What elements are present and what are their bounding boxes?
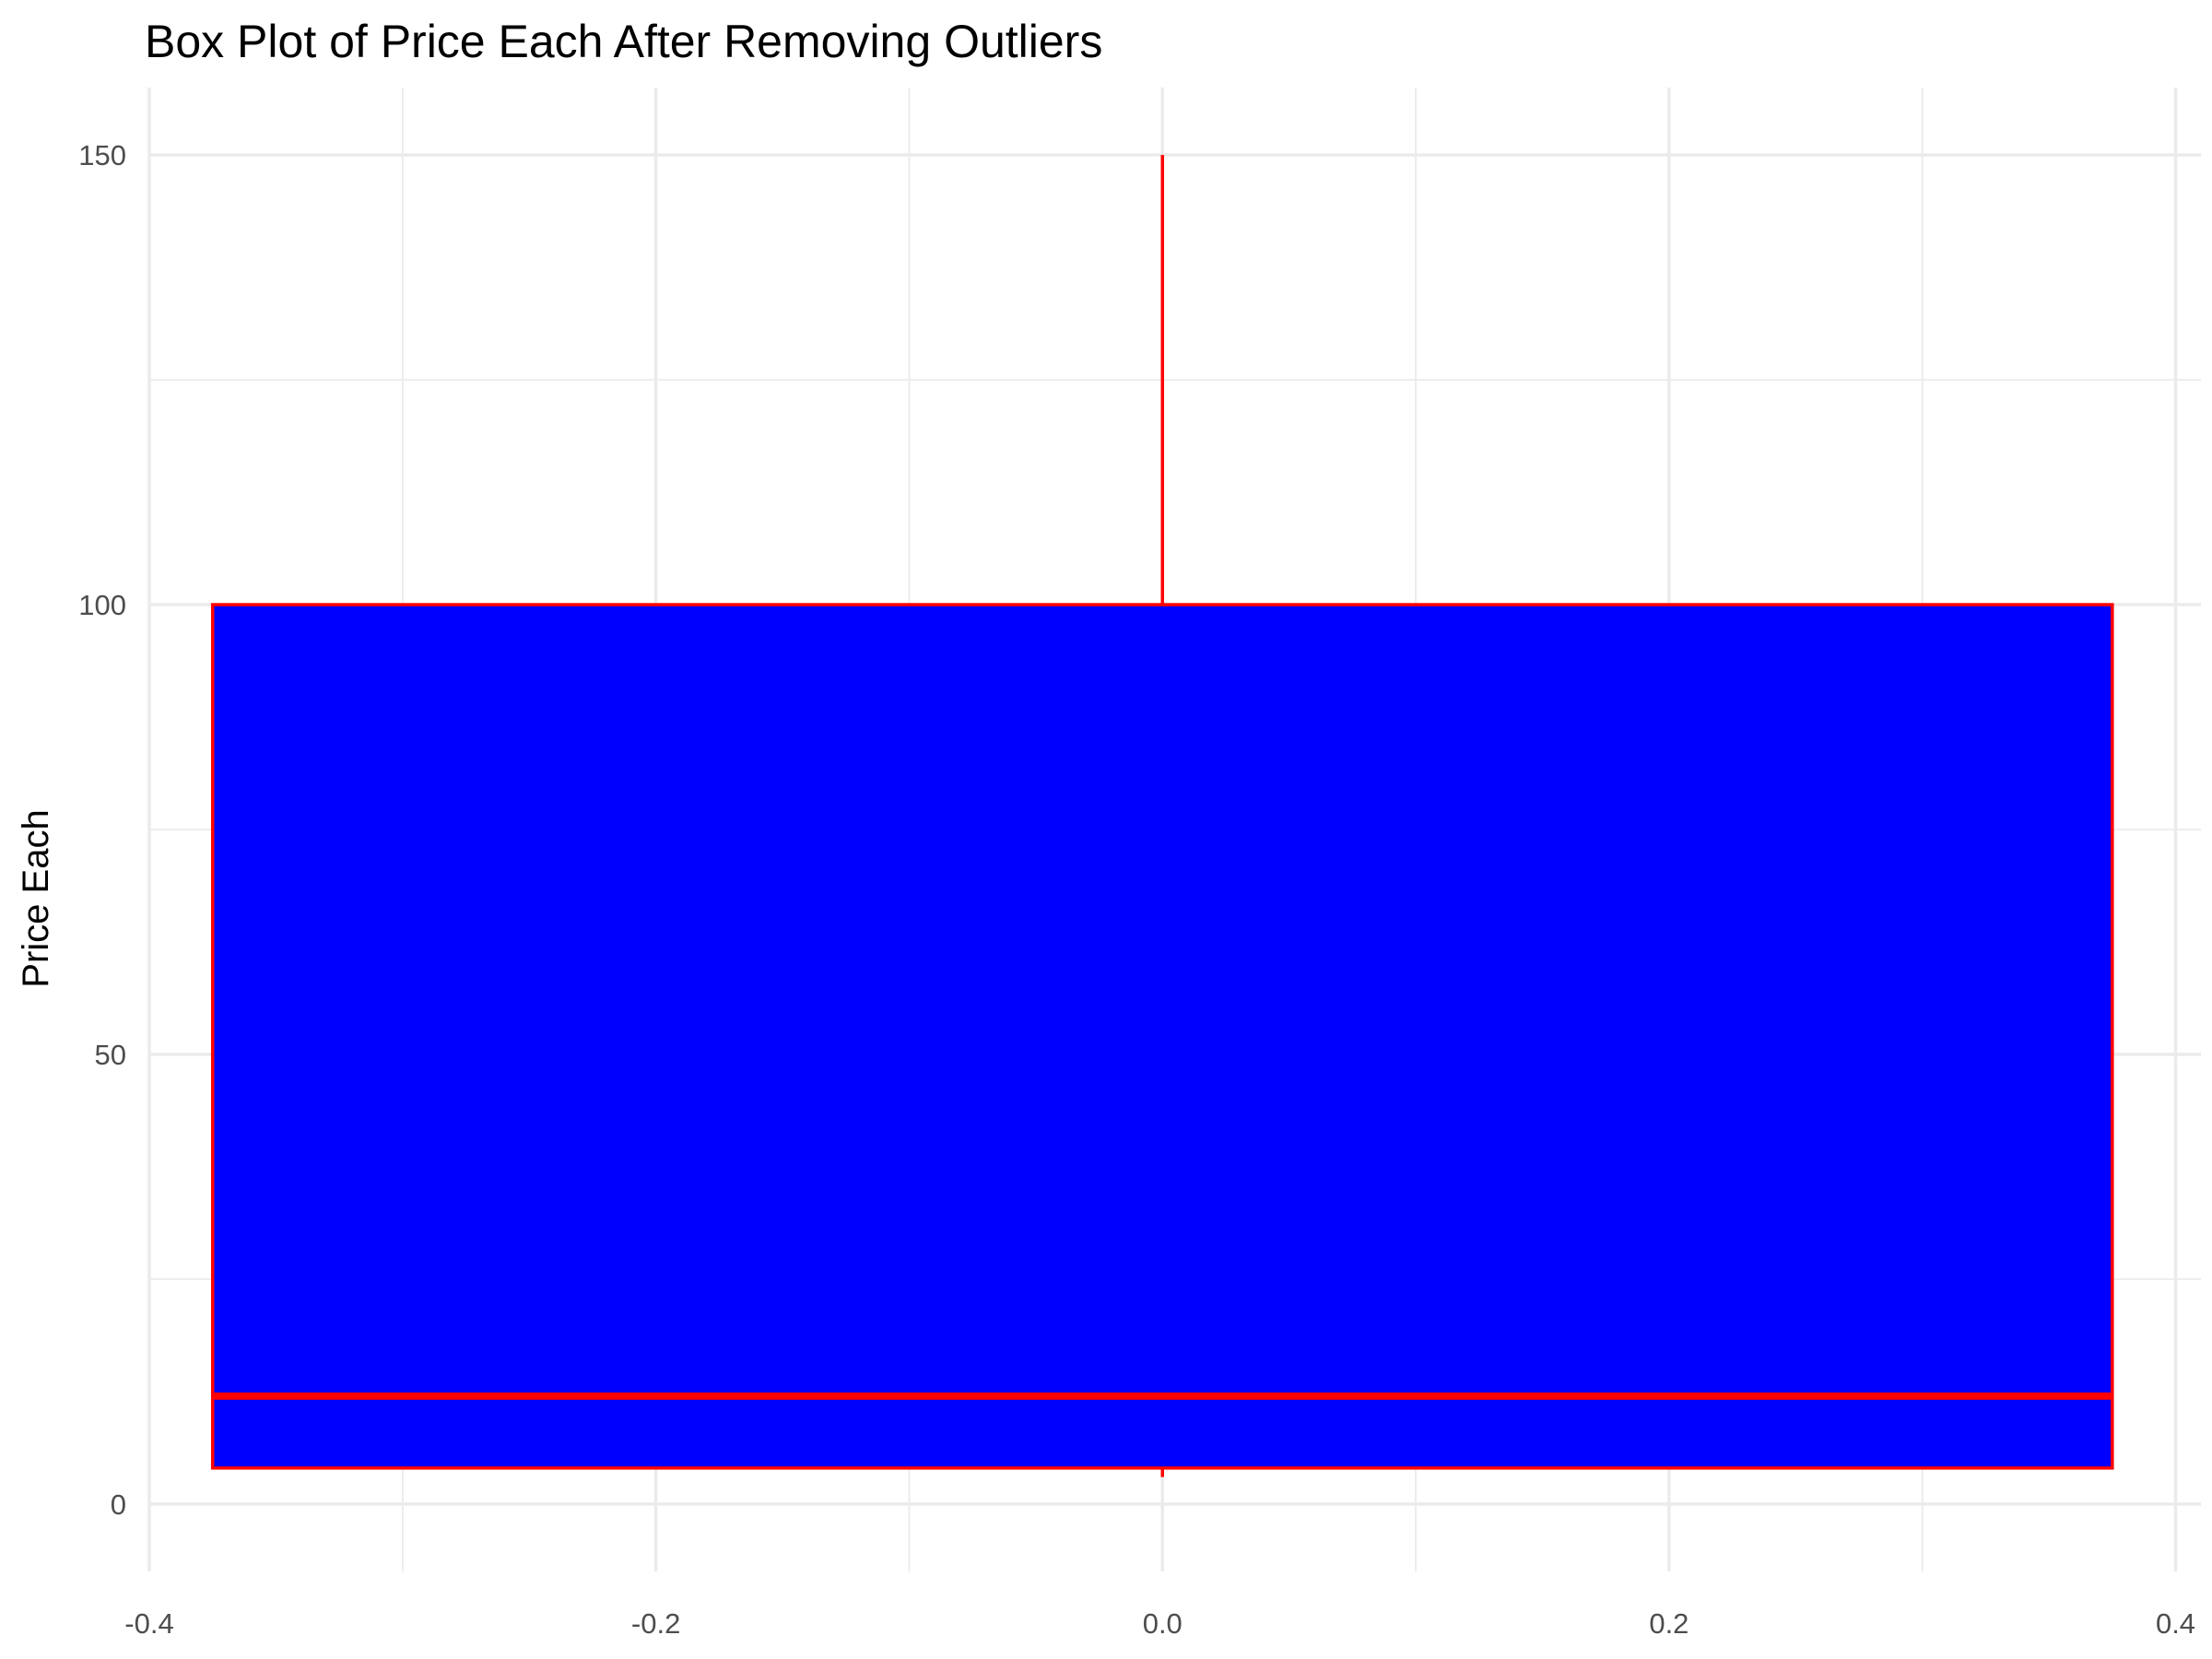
tick-labels: 0 50 100 150 -0.4 -0.2 0.0 0.2 0.4 (78, 139, 2195, 1640)
x-tick-label: 0.2 (1649, 1607, 1688, 1640)
x-tick-label: -0.4 (124, 1607, 173, 1640)
y-tick-label: 0 (111, 1488, 126, 1521)
x-tick-label: 0.0 (1143, 1607, 1182, 1640)
iqr-box (210, 603, 2114, 1470)
y-tick-label: 150 (78, 139, 126, 171)
x-tick-label: 0.4 (2156, 1607, 2195, 1640)
y-axis-label: Price Each (16, 809, 56, 987)
box-plot (210, 155, 2114, 1477)
y-tick-label: 100 (78, 589, 126, 621)
x-tick-label: -0.2 (631, 1607, 680, 1640)
chart-title: Box Plot of Price Each After Removing Ou… (145, 16, 1102, 67)
y-tick-label: 50 (95, 1039, 126, 1071)
